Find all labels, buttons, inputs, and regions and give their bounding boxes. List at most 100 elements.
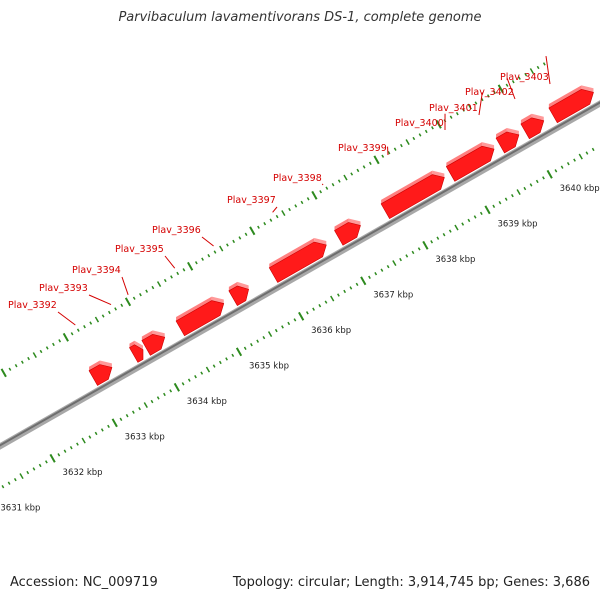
scale-minor-tick (380, 268, 384, 272)
gene-label: Plav_3403 (500, 72, 549, 83)
upper-minor-tick (337, 179, 341, 183)
scale-minor-tick (405, 254, 409, 258)
gene-arrow-plav-3400-head-top (482, 142, 495, 150)
upper-minor-tick (226, 243, 229, 247)
upper-major-tick (187, 261, 194, 271)
scale-major-tick (49, 453, 56, 463)
scale-minor-tick (578, 153, 583, 160)
scale-minor-tick (318, 304, 322, 308)
gene-label: Plav_3393 (39, 283, 88, 294)
scale-minor-tick (442, 233, 446, 237)
scale-minor-tick (523, 186, 527, 191)
genome-stats-text: Topology: circular; Length: 3,914,745 bp… (232, 575, 590, 590)
upper-minor-tick (89, 321, 93, 325)
upper-minor-tick (356, 168, 360, 173)
gene-label-leader (478, 92, 483, 116)
scale-minor-tick (150, 399, 154, 404)
scale-major-tick (235, 347, 243, 357)
scale-minor-tick (243, 346, 247, 350)
scale-minor-tick (262, 335, 266, 340)
upper-minor-tick (176, 271, 180, 276)
upper-major-tick (62, 332, 69, 342)
gene-arrow-plav-3399 (380, 170, 445, 220)
upper-minor-tick (170, 275, 173, 279)
kbp-label: 3631 kbp (0, 504, 40, 514)
scale-major-tick (298, 311, 305, 321)
gene-label-leader (272, 206, 278, 213)
kbp-label: 3640 kbp (560, 184, 600, 194)
upper-minor-tick (393, 147, 397, 151)
scale-minor-tick (498, 201, 502, 205)
scale-minor-tick (169, 389, 173, 393)
scale-minor-tick (430, 240, 434, 244)
gene-arrow-plav-3403 (548, 85, 594, 124)
scale-minor-tick (349, 286, 353, 290)
upper-minor-tick (120, 303, 124, 308)
scale-minor-tick (504, 197, 508, 201)
upper-major-tick (249, 226, 256, 236)
upper-minor-tick (418, 133, 422, 137)
upper-minor-tick (114, 307, 117, 311)
upper-minor-tick (467, 103, 472, 110)
upper-minor-tick (424, 129, 428, 134)
scale-minor-tick (330, 295, 335, 302)
gene-arrow-plav-3395-top (176, 296, 212, 321)
gene-label: Plav_3401 (429, 103, 478, 114)
upper-minor-tick (381, 154, 385, 158)
scale-minor-tick (76, 442, 79, 446)
upper-minor-tick (474, 101, 478, 105)
scale-minor-tick (107, 424, 110, 429)
gene-label-leader (545, 56, 551, 85)
scale-minor-tick (560, 165, 564, 169)
scale-major-tick (484, 205, 491, 215)
scale-minor-tick (218, 360, 222, 365)
kbp-label: 3638 kbp (435, 255, 475, 265)
upper-minor-tick (58, 339, 62, 343)
gene-label: Plav_3402 (465, 87, 514, 98)
scale-minor-tick (187, 378, 191, 382)
upper-minor-tick (462, 108, 465, 112)
gene-label-leader (506, 78, 516, 100)
upper-minor-tick (20, 360, 24, 364)
upper-minor-tick (107, 310, 111, 315)
scale-minor-tick (293, 318, 297, 322)
scale-minor-tick (38, 463, 42, 468)
upper-major-tick (311, 190, 318, 200)
kbp-label: 3639 kbp (497, 220, 537, 230)
gene-arrow-plav-3398-top (334, 218, 349, 231)
gene-arrow-plav-3399-head-top (432, 170, 445, 178)
kbp-label: 3633 kbp (125, 433, 165, 443)
gene-label: Plav_3400 (395, 118, 444, 129)
upper-minor-tick (455, 111, 459, 116)
upper-minor-tick (182, 268, 186, 272)
gene-arrow-plav-3396-top (228, 281, 238, 291)
scale-minor-tick (19, 473, 24, 480)
scale-minor-tick (225, 357, 228, 361)
scale-minor-tick (69, 446, 73, 450)
gene-arrow-plav-3392-body (88, 364, 113, 386)
upper-minor-tick (511, 80, 515, 84)
gene-arrow-plav-3394-top (141, 330, 153, 341)
kbp-label: 3636 kbp (311, 326, 351, 336)
upper-major-tick (0, 368, 7, 378)
scale-minor-tick (492, 204, 496, 208)
scale-minor-tick (156, 396, 160, 400)
scale-minor-tick (436, 236, 440, 240)
gene-arrow-plav-3400-body (445, 145, 495, 182)
gene-arrow-plav-3401-head-top (506, 127, 519, 135)
gene-arrow-plav-3402-body (520, 117, 545, 140)
scale-minor-tick (88, 435, 92, 439)
scale-minor-tick (44, 460, 48, 464)
gene-label: Plav_3397 (227, 195, 276, 206)
upper-minor-tick (32, 352, 37, 359)
scale-major-tick (422, 240, 429, 250)
scale-minor-tick (250, 343, 253, 347)
upper-minor-tick (306, 197, 310, 201)
gene-arrow-plav-3401-body (495, 131, 520, 154)
upper-minor-tick (412, 136, 416, 141)
scale-minor-tick (461, 222, 465, 226)
scale-minor-tick (566, 161, 570, 166)
gene-arrow-plav-3398-body (334, 222, 361, 246)
scale-minor-tick (143, 402, 148, 409)
scale-minor-tick (542, 176, 545, 180)
